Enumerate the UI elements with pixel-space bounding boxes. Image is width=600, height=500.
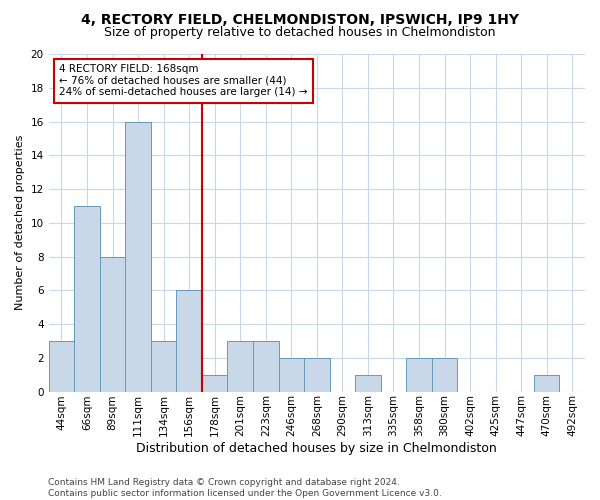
Bar	[406, 358, 432, 392]
Bar	[100, 256, 125, 392]
Bar	[202, 374, 227, 392]
Bar	[125, 122, 151, 392]
Bar	[534, 374, 559, 392]
Bar	[227, 341, 253, 392]
Bar	[432, 358, 457, 392]
Y-axis label: Number of detached properties: Number of detached properties	[15, 135, 25, 310]
Text: 4, RECTORY FIELD, CHELMONDISTON, IPSWICH, IP9 1HY: 4, RECTORY FIELD, CHELMONDISTON, IPSWICH…	[81, 12, 519, 26]
Text: Contains HM Land Registry data © Crown copyright and database right 2024.
Contai: Contains HM Land Registry data © Crown c…	[48, 478, 442, 498]
Bar	[151, 341, 176, 392]
Text: 4 RECTORY FIELD: 168sqm
← 76% of detached houses are smaller (44)
24% of semi-de: 4 RECTORY FIELD: 168sqm ← 76% of detache…	[59, 64, 308, 98]
Text: Size of property relative to detached houses in Chelmondiston: Size of property relative to detached ho…	[104, 26, 496, 39]
Bar	[74, 206, 100, 392]
Bar	[253, 341, 278, 392]
Bar	[49, 341, 74, 392]
Bar	[355, 374, 380, 392]
Bar	[278, 358, 304, 392]
Bar	[304, 358, 329, 392]
X-axis label: Distribution of detached houses by size in Chelmondiston: Distribution of detached houses by size …	[136, 442, 497, 455]
Bar	[176, 290, 202, 392]
